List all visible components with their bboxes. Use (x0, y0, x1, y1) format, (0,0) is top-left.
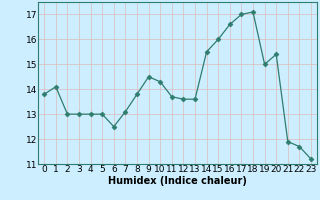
X-axis label: Humidex (Indice chaleur): Humidex (Indice chaleur) (108, 176, 247, 186)
